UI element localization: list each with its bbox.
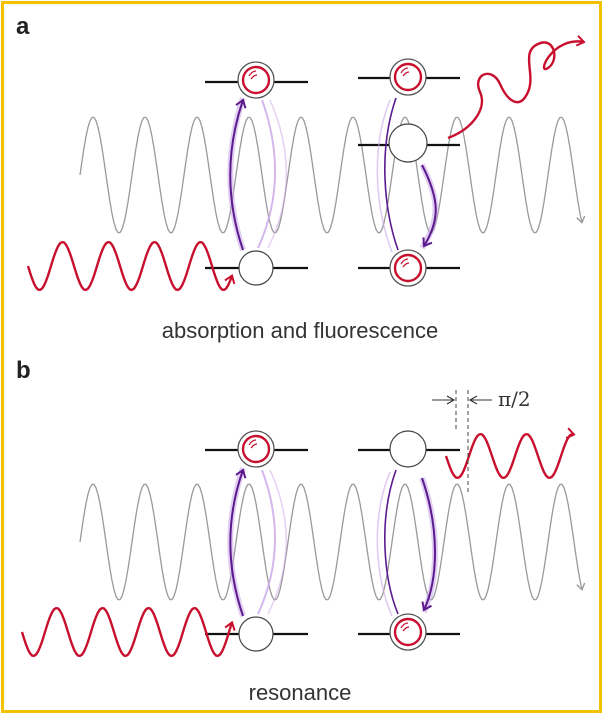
empty-state-right-b [389, 430, 427, 468]
panel-b-letter: b [16, 357, 31, 384]
stimulated-emission-arrow-b [376, 469, 438, 617]
fluorescence-photon-a [447, 35, 586, 140]
electron-excited-right-a [389, 58, 427, 96]
incoming-photon-b [20, 606, 236, 658]
emission-arrow-a [376, 97, 439, 253]
electron-ground-right-a [389, 249, 427, 287]
caption-a: absorption and fluorescence [162, 318, 438, 343]
panel-b: b [16, 357, 586, 705]
incoming-photon-a [26, 240, 236, 292]
energy-levels-b [205, 448, 460, 636]
absorption-arrow-b [227, 467, 287, 617]
empty-state-left-b [238, 616, 274, 652]
absorption-arrow-a [227, 97, 287, 251]
panel-a-letter: a [16, 13, 30, 40]
empty-state-left-a [238, 250, 274, 286]
driving-field-wave-a [79, 116, 586, 234]
caption-b: resonance [249, 680, 352, 705]
driving-field-wave-b [79, 483, 586, 601]
electron-excited-left-a [237, 61, 275, 99]
emitted-photon-b [444, 427, 576, 480]
phase-label: π/2 [498, 387, 531, 411]
empty-state-right-a [388, 123, 428, 163]
phase-shift-marker [432, 390, 492, 492]
electron-excited-left-b [237, 430, 275, 468]
panel-a: a [16, 13, 586, 343]
electron-ground-right-b [389, 613, 427, 651]
